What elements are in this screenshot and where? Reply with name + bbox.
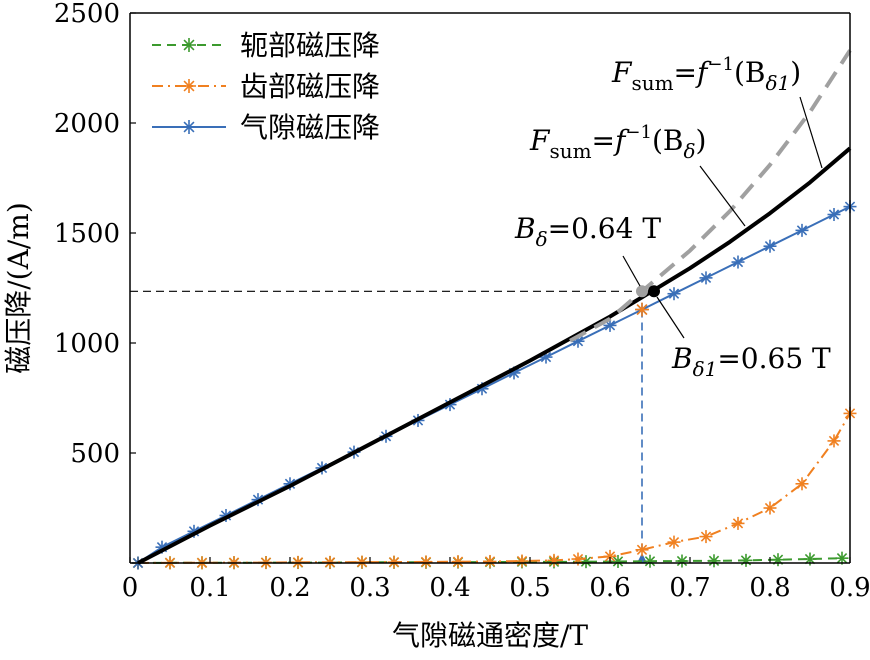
highlight-point-0	[636, 285, 648, 298]
series-2-point-22	[827, 208, 841, 222]
leader-line-curve1	[799, 96, 823, 169]
series-1-point-8	[387, 555, 401, 569]
y-tick-label-1: 1000	[54, 329, 120, 359]
x-tick-label-2: 0.2	[269, 573, 310, 603]
series-1-point-16	[635, 543, 649, 557]
series-0-point-19	[739, 553, 753, 567]
axes	[129, 12, 851, 564]
series-2-point-17	[667, 287, 681, 301]
series-1-point-18	[699, 530, 713, 544]
series-2-point-20	[763, 239, 777, 253]
annotation-curve1-sup: −1	[707, 54, 734, 75]
series-1-point-11	[483, 554, 497, 568]
series-0-point-15	[611, 554, 625, 568]
series-1-point-21	[795, 477, 809, 491]
annotation-curve1-eq: =	[674, 56, 697, 89]
x-tick-label-6: 0.6	[589, 573, 630, 603]
series-2-point-18	[699, 271, 713, 285]
annotation-curve2-sub: sum	[549, 139, 591, 163]
annotation-bdelta1: Bδ1=0.65 T	[671, 342, 831, 381]
legend-marker-0	[182, 38, 196, 52]
y-tick-label-0: 500	[70, 439, 120, 469]
y-axis-label: 磁压降/(A/m)	[2, 202, 35, 374]
annotation-curve2-arg: (B	[652, 124, 684, 157]
x-tick-label-5: 0.5	[509, 573, 550, 603]
annotation-bdelta1-sub: δ1	[693, 357, 718, 381]
series-line-3	[137, 146, 852, 565]
series-2-point-19	[731, 255, 745, 269]
series-line-4	[569, 49, 852, 343]
annotation-curve2-sup: −1	[625, 122, 652, 143]
x-tick-label-0: 0	[122, 573, 139, 603]
x-tick-label-3: 0.3	[349, 573, 390, 603]
y-tick-label-2: 1500	[54, 219, 120, 249]
legend-marker-2	[182, 120, 196, 134]
series-1-point-13	[547, 553, 561, 567]
legend-label-0: 轭部磁压降	[240, 29, 380, 62]
legend-marker-1	[182, 79, 196, 93]
annotation-curve2-main: F	[529, 124, 551, 157]
annotation-curve2-eq: =	[592, 124, 615, 157]
annotation-curve1: Fsum=f−1(Bδ1)	[611, 54, 801, 95]
highlight-point-1	[648, 285, 660, 298]
annotations: Fsum=f−1(Bδ1) Fsum=f−1(Bδ) Bδ=0.64 T Bδ1…	[514, 54, 831, 381]
series-0-point-18	[707, 554, 721, 568]
annotation-bdelta-value: =0.64 T	[548, 212, 662, 245]
annotation-curve1-close: )	[790, 56, 801, 89]
series-0-point-16	[643, 554, 657, 568]
series-2-point-21	[795, 223, 809, 237]
annotation-curve2-argsub: δ	[683, 139, 695, 163]
series-1-point-19	[731, 516, 745, 530]
series-1-point-7	[355, 555, 369, 569]
annotation-curve1-argsub: δ1	[765, 71, 790, 95]
series-1-point-9	[419, 555, 433, 569]
annotation-bdelta1-main: B	[671, 342, 693, 375]
series-1-point-12	[515, 554, 529, 568]
series-1-point-17	[667, 535, 681, 549]
leader-line-bdelta1	[656, 296, 685, 339]
annotation-curve1-main: F	[611, 56, 633, 89]
series-0-point-20	[771, 553, 785, 567]
leader-line-bdelta	[622, 255, 641, 287]
x-tick-label-9: 0.9	[829, 573, 870, 603]
x-tick-label-4: 0.4	[429, 573, 470, 603]
legend-label-2: 气隙磁压降	[240, 111, 380, 144]
y-tick-label-4: 2500	[54, 0, 120, 29]
annotation-bdelta1-value: =0.65 T	[717, 342, 831, 375]
x-tick-label-8: 0.8	[749, 573, 790, 603]
y-tick-label-3: 2000	[54, 109, 120, 139]
series-0-point-17	[675, 554, 689, 568]
annotation-bdelta: Bδ=0.64 T	[514, 212, 661, 251]
annotation-bdelta-main: B	[514, 212, 536, 245]
series-1-point-10	[451, 555, 465, 569]
highlight-star-orange	[635, 302, 649, 317]
series-1-point-20	[763, 501, 777, 515]
annotation-bdelta-sub: δ	[536, 227, 548, 251]
annotation-curve1-arg: (B	[734, 56, 766, 89]
tick-labels: 0 0.1 0.2 0.3 0.4 0.5 0.6 0.7 0.8 0.9 500 1000 1500 2…	[54, 0, 870, 603]
series-1-point-22	[827, 434, 841, 448]
annotation-curve2-close: )	[695, 124, 706, 157]
series-0-point-21	[803, 552, 817, 566]
series-line-1	[137, 412, 851, 564]
x-axis-label: 气隙磁通密度/T	[392, 619, 588, 652]
legend-label-1: 齿部磁压降	[240, 70, 380, 103]
leader-line-curve2	[699, 165, 746, 227]
x-tick-label-7: 0.7	[669, 573, 710, 603]
annotation-curve2: Fsum=f−1(Bδ)	[529, 122, 706, 163]
x-tick-label-1: 0.1	[189, 573, 230, 603]
annotation-curve1-sub: sum	[631, 71, 673, 95]
